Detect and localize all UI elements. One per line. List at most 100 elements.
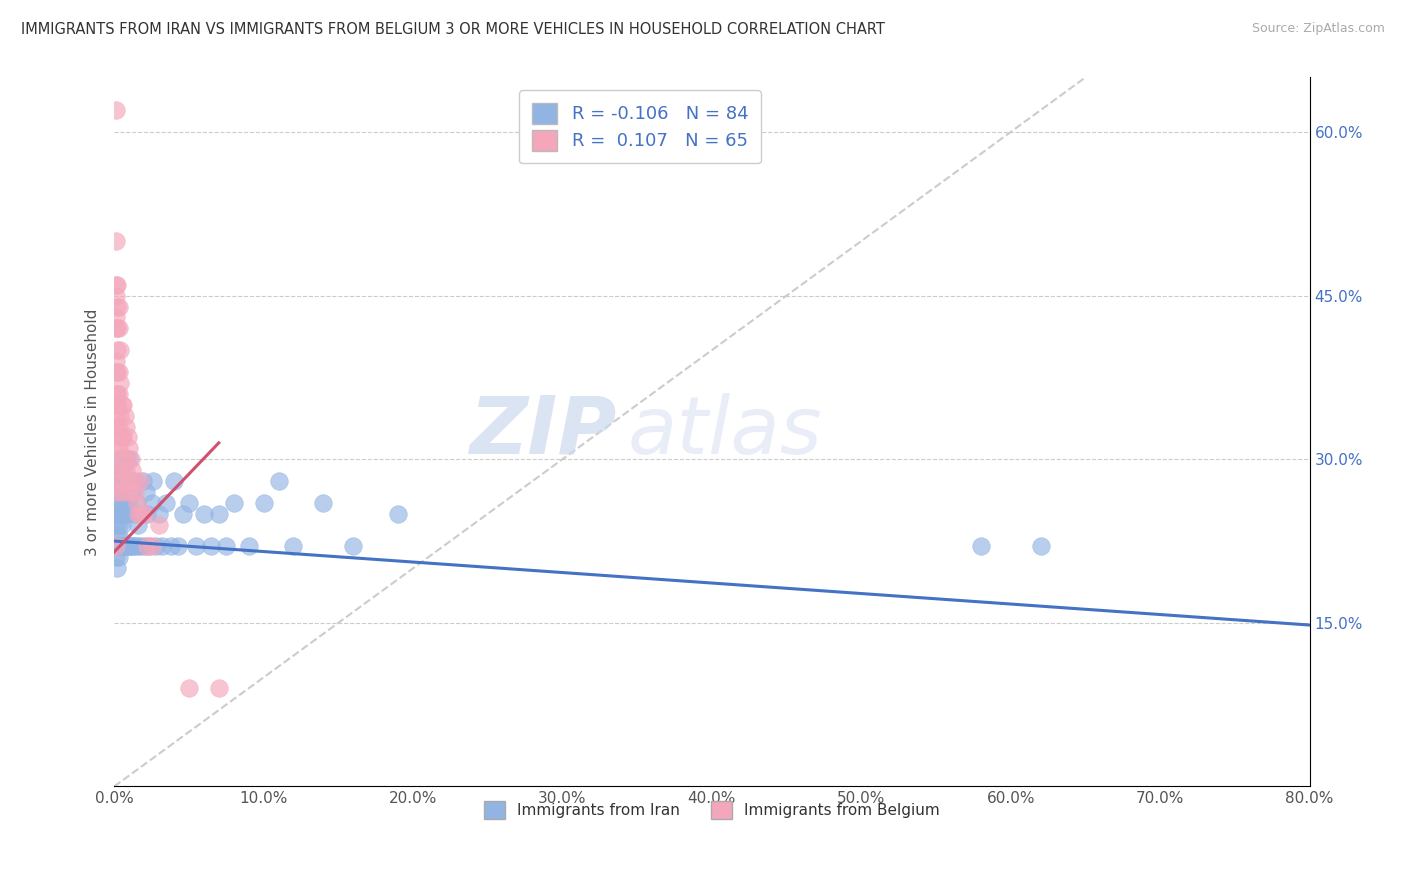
Point xyxy=(163,474,186,488)
Point xyxy=(104,496,127,510)
Point xyxy=(111,485,134,500)
Point xyxy=(104,310,127,325)
Point xyxy=(160,540,183,554)
Point xyxy=(107,386,129,401)
Point xyxy=(108,376,131,390)
Point xyxy=(312,496,335,510)
Text: ZIP: ZIP xyxy=(468,393,616,471)
Point xyxy=(114,452,136,467)
Point xyxy=(115,452,138,467)
Point xyxy=(112,540,135,554)
Point xyxy=(387,507,409,521)
Point xyxy=(112,496,135,510)
Point xyxy=(111,430,134,444)
Point xyxy=(155,496,177,510)
Point xyxy=(104,354,127,368)
Point xyxy=(105,365,128,379)
Point xyxy=(107,474,129,488)
Point xyxy=(111,398,134,412)
Point xyxy=(142,474,165,488)
Point xyxy=(118,496,141,510)
Point xyxy=(267,474,290,488)
Point xyxy=(111,507,134,521)
Point xyxy=(129,507,152,521)
Point xyxy=(105,540,128,554)
Point xyxy=(148,517,170,532)
Point xyxy=(117,474,139,488)
Point xyxy=(112,430,135,444)
Point xyxy=(127,507,149,521)
Point xyxy=(111,540,134,554)
Point xyxy=(104,398,127,412)
Text: IMMIGRANTS FROM IRAN VS IMMIGRANTS FROM BELGIUM 3 OR MORE VEHICLES IN HOUSEHOLD : IMMIGRANTS FROM IRAN VS IMMIGRANTS FROM … xyxy=(21,22,884,37)
Point xyxy=(104,386,127,401)
Point xyxy=(111,517,134,532)
Point xyxy=(104,365,127,379)
Text: atlas: atlas xyxy=(628,393,823,471)
Point xyxy=(136,507,159,521)
Point xyxy=(104,419,127,434)
Point xyxy=(114,507,136,521)
Point xyxy=(107,517,129,532)
Point xyxy=(117,430,139,444)
Point xyxy=(135,485,157,500)
Point xyxy=(107,300,129,314)
Point xyxy=(131,474,153,488)
Point xyxy=(108,485,131,500)
Point xyxy=(105,463,128,477)
Point xyxy=(111,474,134,488)
Point xyxy=(148,507,170,521)
Point xyxy=(186,540,208,554)
Point xyxy=(108,507,131,521)
Point xyxy=(105,463,128,477)
Point xyxy=(252,496,274,510)
Point xyxy=(122,540,145,554)
Point xyxy=(117,474,139,488)
Point xyxy=(105,528,128,542)
Point xyxy=(117,540,139,554)
Point xyxy=(108,409,131,423)
Point xyxy=(104,277,127,292)
Point xyxy=(118,485,141,500)
Point xyxy=(104,103,127,118)
Point xyxy=(124,474,146,488)
Point xyxy=(104,234,127,248)
Point xyxy=(108,343,131,358)
Point xyxy=(129,507,152,521)
Point xyxy=(105,321,128,335)
Point xyxy=(108,430,131,444)
Point xyxy=(222,496,245,510)
Point xyxy=(104,517,127,532)
Point xyxy=(115,496,138,510)
Point xyxy=(208,507,231,521)
Point xyxy=(238,540,260,554)
Point xyxy=(342,540,364,554)
Point xyxy=(118,540,141,554)
Point xyxy=(114,540,136,554)
Point xyxy=(107,496,129,510)
Point xyxy=(150,540,173,554)
Point xyxy=(118,452,141,467)
Point xyxy=(128,474,150,488)
Point xyxy=(105,561,128,575)
Point xyxy=(105,485,128,500)
Point xyxy=(105,398,128,412)
Point xyxy=(122,507,145,521)
Point xyxy=(177,681,200,696)
Point xyxy=(121,485,143,500)
Point xyxy=(104,540,127,554)
Point xyxy=(117,507,139,521)
Point xyxy=(104,409,127,423)
Point xyxy=(122,474,145,488)
Point xyxy=(108,452,131,467)
Point xyxy=(125,496,148,510)
Point xyxy=(112,398,135,412)
Point xyxy=(193,507,215,521)
Point xyxy=(108,540,131,554)
Point xyxy=(105,277,128,292)
Point xyxy=(107,528,129,542)
Point xyxy=(105,419,128,434)
Point xyxy=(1029,540,1052,554)
Point xyxy=(141,540,163,554)
Y-axis label: 3 or more Vehicles in Household: 3 or more Vehicles in Household xyxy=(86,309,100,556)
